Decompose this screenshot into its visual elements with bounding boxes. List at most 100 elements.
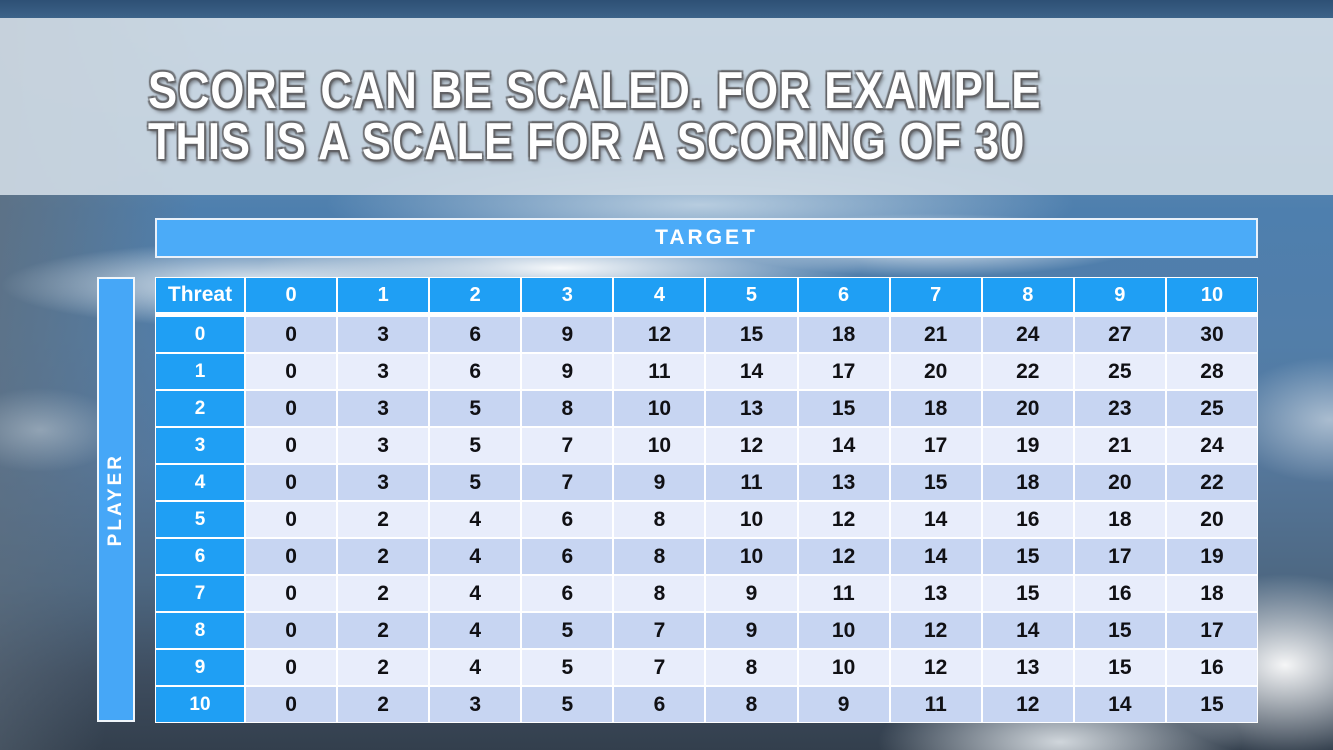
table-cell: 18: [798, 317, 889, 352]
table-cell: 9: [706, 576, 797, 611]
table-cell: 20: [1166, 502, 1257, 537]
target-axis-bar: TARGET: [155, 218, 1258, 258]
table-cell: 14: [982, 613, 1073, 648]
table-cell: 3: [338, 428, 429, 463]
table-cell: 13: [706, 391, 797, 426]
table-cell: 27: [1074, 317, 1165, 352]
table-cell: 2: [338, 576, 429, 611]
table-cell: 10: [706, 539, 797, 574]
table-cell: 0: [246, 391, 337, 426]
score-table: Threat 0 1 2 3 4 5 6 7 8 9 10 0 0 3 6 9 12 15 18 21 24 27 30 1 0…: [155, 277, 1258, 723]
column-header-0: 0: [246, 278, 337, 315]
table-cell: 11: [890, 687, 981, 722]
table-cell: 17: [1074, 539, 1165, 574]
table-cell: 12: [890, 613, 981, 648]
table-cell: 21: [1074, 428, 1165, 463]
table-cell: 15: [982, 576, 1073, 611]
slide-title-line2: THIS IS A SCALE FOR A SCORING OF 30: [148, 113, 1026, 171]
table-cell: 0: [246, 613, 337, 648]
table-cell: 5: [430, 428, 521, 463]
row-header-4: 4: [156, 465, 244, 500]
table-cell: 3: [338, 317, 429, 352]
table-cell: 16: [982, 502, 1073, 537]
table-cell: 9: [706, 613, 797, 648]
row-header-10: 10: [156, 687, 244, 722]
table-cell: 5: [430, 391, 521, 426]
table-cell: 19: [1166, 539, 1257, 574]
table-cell: 15: [1074, 613, 1165, 648]
table-cell: 0: [246, 317, 337, 352]
table-cell: 18: [1166, 576, 1257, 611]
table-cell: 15: [1074, 650, 1165, 685]
table-cell: 12: [798, 539, 889, 574]
table-cell: 2: [338, 613, 429, 648]
title-banner: SCORE CAN BE SCALED. FOR EXAMPLE THIS IS…: [0, 18, 1333, 195]
table-cell: 3: [430, 687, 521, 722]
row-header-7: 7: [156, 576, 244, 611]
table-cell: 20: [982, 391, 1073, 426]
column-header-5: 5: [706, 278, 797, 315]
table-cell: 6: [430, 354, 521, 389]
table-cell: 10: [706, 502, 797, 537]
table-cell: 12: [614, 317, 705, 352]
table-cell: 18: [982, 465, 1073, 500]
table-cell: 0: [246, 576, 337, 611]
table-cell: 4: [430, 502, 521, 537]
table-cell: 5: [522, 687, 613, 722]
slide-title-line1: SCORE CAN BE SCALED. FOR EXAMPLE: [148, 62, 1042, 120]
table-cell: 22: [1166, 465, 1257, 500]
table-cell: 13: [798, 465, 889, 500]
table-cell: 11: [614, 354, 705, 389]
table-cell: 0: [246, 650, 337, 685]
table-cell: 10: [798, 613, 889, 648]
row-header-6: 6: [156, 539, 244, 574]
table-cell: 22: [982, 354, 1073, 389]
table-cell: 9: [522, 317, 613, 352]
corner-header-threat: Threat: [156, 278, 244, 315]
column-header-4: 4: [614, 278, 705, 315]
table-cell: 7: [522, 428, 613, 463]
column-header-2: 2: [430, 278, 521, 315]
table-cell: 0: [246, 687, 337, 722]
table-cell: 17: [890, 428, 981, 463]
table-cell: 15: [798, 391, 889, 426]
table-cell: 9: [798, 687, 889, 722]
table-cell: 15: [1166, 687, 1257, 722]
table-cell: 4: [430, 650, 521, 685]
column-header-8: 8: [982, 278, 1073, 315]
table-cell: 19: [982, 428, 1073, 463]
table-cell: 0: [246, 465, 337, 500]
table-cell: 16: [1166, 650, 1257, 685]
table-cell: 0: [246, 502, 337, 537]
table-cell: 5: [522, 650, 613, 685]
table-cell: 20: [1074, 465, 1165, 500]
row-header-9: 9: [156, 650, 244, 685]
player-axis-bar: PLAYER: [97, 277, 135, 722]
table-cell: 7: [522, 465, 613, 500]
table-cell: 9: [522, 354, 613, 389]
table-cell: 25: [1166, 391, 1257, 426]
table-cell: 12: [798, 502, 889, 537]
table-cell: 0: [246, 539, 337, 574]
table-cell: 15: [706, 317, 797, 352]
table-cell: 24: [1166, 428, 1257, 463]
column-header-1: 1: [338, 278, 429, 315]
table-cell: 3: [338, 465, 429, 500]
table-cell: 9: [614, 465, 705, 500]
table-cell: 2: [338, 502, 429, 537]
table-cell: 8: [706, 687, 797, 722]
table-cell: 10: [798, 650, 889, 685]
table-cell: 12: [982, 687, 1073, 722]
table-cell: 6: [522, 576, 613, 611]
table-cell: 2: [338, 687, 429, 722]
table-cell: 6: [522, 502, 613, 537]
table-cell: 8: [614, 539, 705, 574]
table-cell: 17: [1166, 613, 1257, 648]
table-cell: 18: [1074, 502, 1165, 537]
table-cell: 30: [1166, 317, 1257, 352]
table-cell: 24: [982, 317, 1073, 352]
player-axis-label: PLAYER: [105, 452, 126, 547]
target-axis-label: TARGET: [655, 226, 758, 249]
column-header-9: 9: [1074, 278, 1165, 315]
table-cell: 28: [1166, 354, 1257, 389]
